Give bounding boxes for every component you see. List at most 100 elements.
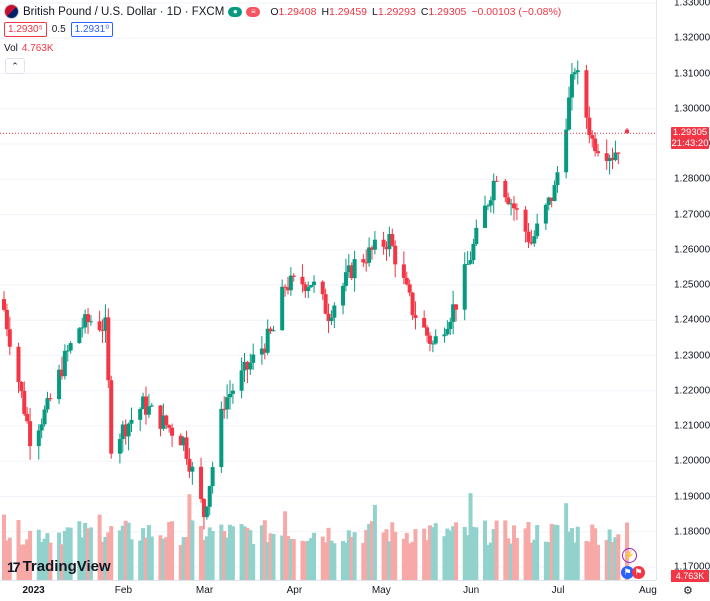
candle-body [372,239,377,250]
sell-button[interactable]: 1.2930⁵ [4,22,47,37]
flag-icon[interactable]: ⚑ [621,566,634,579]
volume-bar [259,525,264,580]
volume-bar [488,542,493,580]
time-axis[interactable]: 2023 Feb Mar Apr May Jun Jul Aug [0,580,657,601]
volume-bar [535,525,540,580]
price-tick: 1.22000 [674,385,710,397]
volume-bar [352,532,357,580]
candlestick-chart[interactable] [0,0,656,580]
candle-body [117,439,122,454]
volume-bar [427,525,432,580]
candle-body [2,299,6,310]
volume-bar [239,524,244,580]
candle-body [36,430,41,447]
candle-body [138,409,143,420]
candle-body [228,393,233,398]
symbol-title[interactable]: British Pound / U.S. Dollar · 1D · FXCM [23,5,225,18]
volume-bar [117,530,122,580]
candle-body [242,361,247,371]
candle-body [610,157,615,161]
candle-body [413,315,418,318]
candle-body [126,423,131,437]
volume-bar [167,521,172,580]
volume-bar [204,536,209,580]
tradingview-logo[interactable]: 17 TradingView [7,558,111,575]
candle-body [341,285,346,306]
close-label: C [420,5,429,18]
volume-bar [425,540,430,580]
volume-bar [607,529,612,580]
collapse-legend-button[interactable]: ⌃ [5,58,25,74]
symbol-legend: British Pound / U.S. Dollar · 1D · FXCM … [4,4,561,19]
candle-body [199,466,204,499]
candle-body [511,203,516,209]
candle-body [178,435,183,446]
volume-bar [509,543,514,580]
candle-body [309,285,314,288]
volume-bar [146,525,151,580]
volume-bar [370,521,375,580]
candle-body [549,197,554,202]
volume-bar [532,539,537,580]
lightning-icon[interactable]: ⚡ [622,548,637,563]
volume-bar [346,530,351,580]
time-tick: Jun [463,585,480,596]
volume-bar [262,520,267,580]
candle-body [607,157,612,162]
volume-bar [526,522,531,580]
volume-bar [120,525,125,580]
chevron-up-icon: ⌃ [11,60,19,71]
buy-button[interactable]: 1.2931⁰ [70,22,114,37]
volume-bar [181,537,186,580]
price-tick: 1.30000 [674,103,710,115]
candle-body [332,305,337,318]
candle-body [16,346,21,383]
candle-body [329,317,334,322]
candle-body [25,413,30,422]
volume-bar [390,522,395,580]
candle-body [625,129,629,134]
candle-body [259,348,264,355]
candle-body [343,272,348,286]
volume-bar [62,530,67,580]
price-tick: 1.33000 [674,0,710,9]
volume-bar [141,528,146,580]
volume-bar [613,537,618,580]
volume-bar [190,520,195,580]
candle-body [454,304,459,310]
volume-bar [422,528,427,580]
volume-value: 4.763K [21,43,54,54]
volume-bar [364,529,369,580]
volume-bar [126,522,131,580]
volume-bar [25,539,30,580]
candle-body [129,419,134,424]
candle-body [590,135,595,139]
volume-bar [149,536,154,580]
candle-body [596,151,601,154]
candle-body [288,275,293,291]
market-open-icon[interactable]: ● [228,6,243,17]
candle-body [587,117,592,136]
chart-pane[interactable]: British Pound / U.S. Dollar · 1D · FXCM … [0,0,656,580]
event-icon[interactable]: ⚑ [632,566,645,579]
menu-icon[interactable]: ≡ [246,6,261,17]
volume-bar [77,521,82,580]
price-tick: 1.28000 [674,173,710,185]
price-axis[interactable]: 1.330001.320001.310001.300001.290001.280… [656,0,710,580]
candle-body [384,246,389,250]
volume-bar [569,528,574,580]
gbp-usd-flag-icon [4,4,19,19]
candle-body [187,458,192,472]
candle-body [535,223,540,237]
volume-bar [543,541,548,580]
candle-body [291,275,296,277]
candle-body [485,205,490,207]
candle-body [462,264,467,310]
candle-body [451,304,456,322]
price-tick: 1.18000 [674,526,710,538]
candle-body [62,350,67,377]
volume-bar [590,524,595,580]
candle-body [483,205,488,228]
gear-icon[interactable]: ⚙ [683,585,693,597]
volume-bar [361,543,366,580]
